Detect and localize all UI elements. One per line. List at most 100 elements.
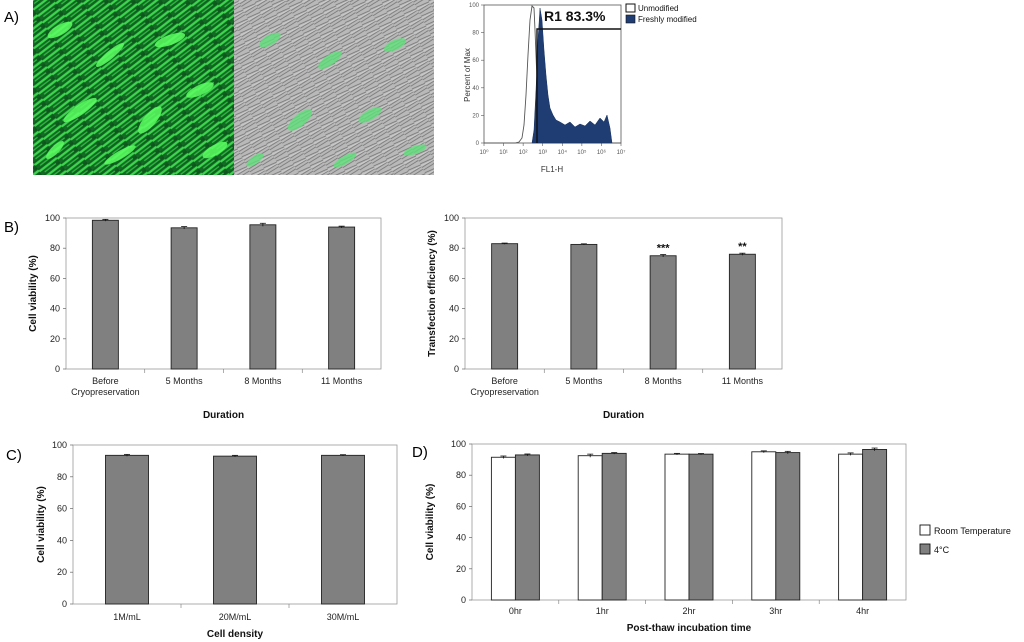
ytick-label: 20 (449, 334, 459, 344)
r1-gate-label: R1 83.3% (544, 8, 606, 24)
category-label-line: 1hr (596, 606, 609, 616)
category-label: Before Cryopreservation (470, 376, 539, 397)
histogram-xtick-label: 10³ (538, 150, 547, 156)
histogram-xtick-label: 10⁵ (577, 149, 587, 156)
category-label-line: Before (491, 376, 518, 386)
flow-cytometry-histogram: Percent of Max FL1-H 0 20 40 60 80 100 10⁰ 10¹… (463, 3, 697, 174)
category-label-line: 8 Months (244, 376, 282, 386)
x-axis-title: Post-thaw incubation time (627, 623, 752, 634)
bar (649, 255, 677, 370)
ytick-label: 40 (57, 535, 67, 545)
category-label-line: 8 Months (645, 376, 683, 386)
histogram-ytick-label: 40 (472, 86, 479, 92)
chart-c-cell-density: 0 20 40 60 80 100 Cell viability (%) Cell densi… (36, 440, 398, 640)
category-label-line: 4hr (856, 606, 869, 616)
category-label: 3hr (769, 606, 782, 616)
y-axis-title: Transfection efficiency (%) (427, 230, 438, 357)
histogram-legend: Unmodified Freshly modified (625, 3, 697, 24)
ytick-label: 0 (454, 364, 459, 374)
legend-label-freshly-modified: Freshly modified (638, 15, 697, 24)
significance-marker: ** (738, 241, 747, 253)
bar (170, 227, 198, 370)
ytick-label: 80 (57, 472, 67, 482)
bar (577, 455, 603, 601)
ytick-label: 100 (444, 213, 459, 223)
panel-letter-a: A) (4, 9, 19, 26)
bar (728, 253, 756, 370)
ytick-label: 0 (62, 599, 67, 609)
bar (570, 243, 598, 370)
category-label-line: 20M/mL (219, 612, 252, 622)
panel-letter-c: C) (6, 447, 22, 464)
bar (490, 456, 516, 601)
category-label-line: 5 Months (565, 376, 603, 386)
bar (775, 452, 801, 601)
histogram-ytick-label: 60 (472, 58, 479, 64)
category-label: 4hr (856, 606, 869, 616)
x-axis-title: Duration (203, 410, 244, 421)
category-label-line: 3hr (769, 606, 782, 616)
significance-marker: *** (657, 243, 671, 255)
legend-label: 4°C (934, 545, 950, 555)
panel-letter-d: D) (412, 444, 428, 461)
bar (321, 454, 365, 605)
category-label: 8 Months (244, 376, 282, 386)
category-label: 11 Months (321, 376, 363, 386)
category-label: 8 Months (645, 376, 683, 386)
legend-swatch (919, 524, 931, 536)
bar (862, 449, 888, 601)
x-axis-title: Duration (603, 410, 644, 421)
category-label: 2hr (682, 606, 695, 616)
fluorescence-micrograph (33, 0, 234, 175)
bar (601, 452, 627, 601)
category-label-line: 11 Months (722, 376, 764, 386)
chart-d-post-thaw: 0 20 40 60 80 100 Cell viability (%) Post-thaw … (425, 439, 1011, 634)
histogram-xtick-label: 10⁷ (617, 149, 626, 156)
ytick-label: 80 (449, 243, 459, 253)
y-axis-title: Cell viability (%) (28, 255, 39, 332)
category-label-line: 0hr (509, 606, 522, 616)
ytick-label: 20 (50, 334, 60, 344)
histogram-ytick-label: 0 (476, 141, 480, 147)
category-label: 11 Months (722, 376, 764, 386)
bar (105, 454, 149, 605)
bar (91, 219, 119, 370)
brightfield-overlay-micrograph (234, 0, 434, 175)
category-label: 0hr (509, 606, 522, 616)
histogram-ytick-label: 20 (472, 113, 479, 119)
ytick-label: 60 (50, 273, 60, 283)
category-label: 30M/mL (327, 612, 360, 622)
histogram-xtick-label: 10¹ (499, 150, 508, 156)
bar (514, 454, 540, 601)
ytick-label: 60 (449, 273, 459, 283)
bar (664, 453, 690, 601)
legend-swatch (919, 543, 931, 555)
histogram-xtick-label: 10⁰ (479, 149, 489, 156)
histogram-xtick-label: 10² (519, 150, 528, 156)
histogram-xtick-label: 10⁴ (558, 149, 568, 156)
category-label-line: 11 Months (321, 376, 363, 386)
category-label-line: Cryopreservation (470, 387, 539, 397)
legend-label-unmodified: Unmodified (638, 4, 678, 13)
chart-b-transfection-efficiency: 0 20 40 60 80 100 Transfection efficiency (%) D… (427, 213, 783, 421)
ytick-label: 60 (456, 501, 466, 511)
ytick-label: 20 (57, 567, 67, 577)
category-label: Before Cryopreservation (71, 376, 140, 397)
legend-swatch-unmodified (625, 3, 636, 13)
category-label-line: 5 Months (166, 376, 204, 386)
legend-swatch-freshly-modified (625, 14, 636, 24)
category-label-line: 1M/mL (113, 612, 141, 622)
category-label: 1hr (596, 606, 609, 616)
ytick-label: 40 (50, 304, 60, 314)
freshly-modified-histogram (531, 7, 613, 144)
histogram-xtick-label: 10⁶ (597, 149, 607, 156)
ytick-label: 40 (456, 533, 466, 543)
ytick-label: 60 (57, 504, 67, 514)
histogram-xlabel: FL1-H (541, 165, 563, 174)
ytick-label: 20 (456, 564, 466, 574)
panel-letter-b: B) (4, 219, 19, 236)
ytick-label: 40 (449, 304, 459, 314)
category-label-line: Cryopreservation (71, 387, 140, 397)
y-axis-title: Cell viability (%) (36, 486, 47, 563)
ytick-label: 100 (451, 439, 466, 449)
